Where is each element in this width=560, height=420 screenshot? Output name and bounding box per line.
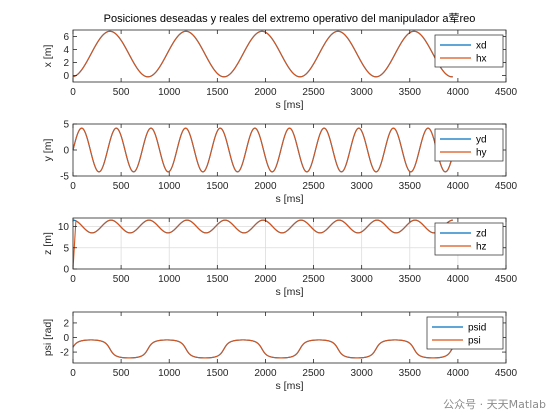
series-line-psi xyxy=(72,339,454,359)
y-axis-label: psi [rad] xyxy=(42,319,54,356)
legend: yd hy xyxy=(434,128,504,162)
x-tick-label: 1000 xyxy=(158,368,181,379)
legend-label-hz: hz xyxy=(476,242,487,253)
x-tick-label: 4000 xyxy=(447,87,470,98)
legend-label-psid: psid xyxy=(468,323,486,334)
x-tick-label: 500 xyxy=(113,274,130,285)
x-tick-label: 1500 xyxy=(206,181,229,192)
y-tick-label: -2 xyxy=(60,348,69,359)
legend-label-psi: psi xyxy=(468,336,481,347)
y-tick-label: 2 xyxy=(63,318,69,329)
x-tick-label: 4000 xyxy=(447,274,470,285)
x-tick-label: 4500 xyxy=(495,87,518,98)
x-tick-label: 0 xyxy=(70,181,76,192)
legend-label-xd: xd xyxy=(476,41,487,52)
y-tick-label: -5 xyxy=(60,172,69,183)
legend: zd hz xyxy=(434,222,504,256)
x-tick-label: 1500 xyxy=(206,274,229,285)
x-tick-label: 3000 xyxy=(351,368,374,379)
y-tick-label: 10 xyxy=(58,222,70,233)
legend: psid psi xyxy=(426,316,504,350)
x-axis-label: s [ms] xyxy=(276,286,304,298)
x-axis-label: s [ms] xyxy=(276,380,304,392)
series-line-hz xyxy=(72,219,453,270)
x-tick-label: 1500 xyxy=(206,87,229,98)
legend-box xyxy=(434,222,504,256)
x-tick-label: 4500 xyxy=(495,368,518,379)
x-tick-label: 4500 xyxy=(495,181,518,192)
series-line-yd xyxy=(72,127,454,173)
series-line-hy xyxy=(72,127,454,173)
x-tick-label: 4000 xyxy=(447,368,470,379)
x-tick-label: 500 xyxy=(113,181,130,192)
x-tick-label: 500 xyxy=(113,87,130,98)
legend-box xyxy=(434,34,504,68)
y-tick-label: 2 xyxy=(63,58,69,69)
x-tick-label: 3500 xyxy=(399,181,422,192)
x-tick-label: 2000 xyxy=(254,274,277,285)
legend-box xyxy=(426,316,504,350)
x-tick-label: 2500 xyxy=(302,87,325,98)
legend-label-hx: hx xyxy=(476,54,487,65)
legend-label-yd: yd xyxy=(476,135,487,146)
series-line-xd xyxy=(72,30,453,78)
x-tick-label: 3000 xyxy=(351,181,374,192)
x-tick-label: 3000 xyxy=(351,274,374,285)
legend-label-hy: hy xyxy=(476,148,487,159)
x-tick-label: 2500 xyxy=(302,368,325,379)
axes-frame xyxy=(72,217,507,270)
x-tick-label: 0 xyxy=(70,274,76,285)
axes-frame xyxy=(72,29,507,83)
y-tick-label: 0 xyxy=(63,146,69,157)
legend: xd hx xyxy=(434,34,504,68)
y-tick-label: 4 xyxy=(63,45,69,56)
subplots: 0 500 1000 1500 2000 2500 3000 3500 4000 45000246… xyxy=(42,29,518,392)
x-tick-label: 2500 xyxy=(302,274,325,285)
y-tick-label: 5 xyxy=(63,120,69,131)
subplot-4: 0 500 1000 1500 2000 2500 3000 3500 4000 4500-202… xyxy=(42,311,518,392)
x-tick-label: 1000 xyxy=(158,274,181,285)
y-tick-label: 5 xyxy=(63,243,69,254)
series-line-psid xyxy=(72,339,454,359)
legend-label-zd: zd xyxy=(476,229,487,240)
x-tick-label: 2000 xyxy=(254,181,277,192)
legend-box xyxy=(434,128,504,162)
x-tick-label: 4000 xyxy=(447,181,470,192)
x-tick-label: 1000 xyxy=(158,87,181,98)
x-axis-label: s [ms] xyxy=(276,99,304,111)
watermark: 公众号 · 天天Matlab xyxy=(443,398,546,411)
x-tick-label: 3500 xyxy=(399,274,422,285)
y-tick-label: 0 xyxy=(63,265,69,276)
x-tick-label: 4500 xyxy=(495,274,518,285)
x-tick-label: 2500 xyxy=(302,181,325,192)
x-tick-label: 0 xyxy=(70,87,76,98)
subplot-2: 0 500 1000 1500 2000 2500 3000 3500 4000 4500-505… xyxy=(42,120,518,206)
x-tick-label: 3000 xyxy=(351,87,374,98)
x-axis-label: s [ms] xyxy=(276,193,304,205)
y-axis-label: x [m] xyxy=(42,45,54,68)
y-tick-label: 6 xyxy=(63,32,69,43)
x-tick-label: 1500 xyxy=(206,368,229,379)
y-axis-label: z [m] xyxy=(42,232,54,255)
series-line-hx xyxy=(72,30,453,78)
x-tick-label: 3500 xyxy=(399,87,422,98)
subplot-3: 0 500 1000 1500 2000 2500 3000 3500 4000 4500 0 5 10… xyxy=(42,217,518,298)
x-tick-label: 3500 xyxy=(399,368,422,379)
y-tick-label: 0 xyxy=(63,71,69,82)
figure-title: Posiciones deseadas y reales del extremo… xyxy=(104,12,476,25)
y-tick-label: 0 xyxy=(63,333,69,344)
x-tick-label: 2000 xyxy=(254,368,277,379)
x-tick-label: 2000 xyxy=(254,87,277,98)
y-axis-label: y [m] xyxy=(42,139,54,162)
subplot-1: 0 500 1000 1500 2000 2500 3000 3500 4000 4500 0 2 4 6… xyxy=(42,29,518,111)
x-tick-label: 1000 xyxy=(158,181,181,192)
x-tick-label: 500 xyxy=(113,368,130,379)
x-tick-label: 0 xyxy=(70,368,76,379)
